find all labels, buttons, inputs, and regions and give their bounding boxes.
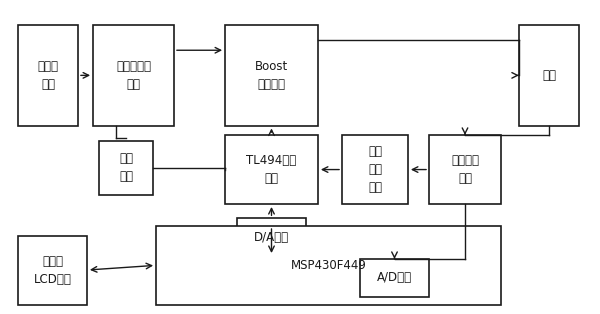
Bar [225,135,318,204]
Text: 负载: 负载 [542,69,556,82]
Text: D/A输出: D/A输出 [254,230,289,244]
Bar [342,135,408,204]
Text: MSP430F449: MSP430F449 [290,259,367,272]
Bar [360,259,429,297]
Bar [429,135,501,204]
Text: 键盘、
LCD显示: 键盘、 LCD显示 [34,255,71,285]
Bar [18,25,78,126]
Text: A/D转换: A/D转换 [377,271,412,284]
Text: 辅助
电源: 辅助 电源 [119,153,133,183]
Bar [225,25,318,126]
Text: 电压电流
采样: 电压电流 采样 [451,154,479,185]
Text: 过压
过流
保护: 过压 过流 保护 [368,145,382,194]
Text: 整流、滤波
电路: 整流、滤波 电路 [116,60,151,91]
Bar [18,236,87,305]
Bar [519,25,579,126]
Bar [99,141,153,195]
Text: 隔离变
压器: 隔离变 压器 [37,60,59,91]
Bar [237,218,306,256]
Text: TL494控制
模块: TL494控制 模块 [247,154,296,185]
Text: Boost
升压电路: Boost 升压电路 [255,60,288,91]
Bar [93,25,174,126]
Bar [156,226,501,305]
